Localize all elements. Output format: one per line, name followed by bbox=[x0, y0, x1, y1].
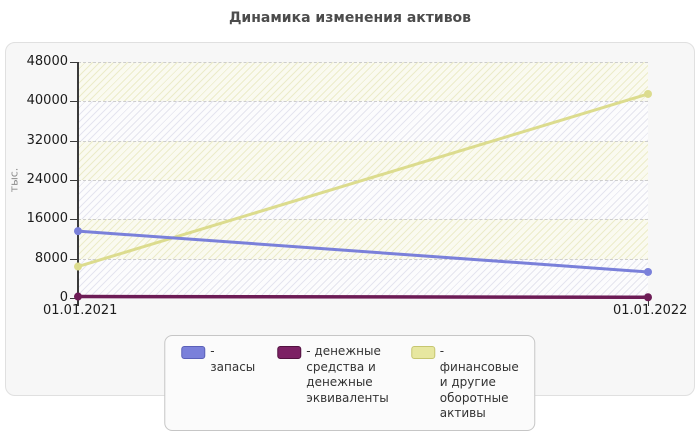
gridline bbox=[78, 62, 648, 63]
gridline bbox=[78, 258, 648, 260]
series-point bbox=[74, 292, 82, 301]
legend-swatch-denezhnye-sredstva bbox=[277, 346, 302, 359]
y-axis-tick bbox=[70, 298, 77, 299]
chart-title: Динамика изменения активов bbox=[228, 10, 472, 26]
y-tick-label: 32000 bbox=[26, 132, 68, 148]
y-axis-tick bbox=[70, 258, 77, 260]
y-axis-unit-label: тыс. bbox=[7, 167, 21, 193]
legend-label: - финансовые и другие оборотные активы bbox=[439, 344, 519, 421]
chart-panel: 48000 40000 32000 24000 16000 8000 0 тыс… bbox=[5, 42, 695, 431]
y-tick-label: 48000 bbox=[26, 54, 68, 69]
legend-label: - денежные средства и денежные эквивален… bbox=[306, 344, 389, 405]
y-axis-line bbox=[77, 62, 79, 306]
series-plot bbox=[74, 89, 652, 302]
y-axis-tick bbox=[70, 219, 77, 221]
y-tick-label: 24000 bbox=[26, 172, 68, 187]
series-point bbox=[644, 267, 652, 276]
series-point bbox=[644, 89, 652, 98]
y-axis-tick bbox=[70, 62, 77, 63]
legend-item-finansovye-aktivy: - финансовые и другие оборотные активы bbox=[410, 344, 519, 422]
x-tick-label: 01.01.2021 bbox=[43, 303, 118, 318]
plot-band bbox=[78, 140, 648, 181]
plot-band bbox=[78, 101, 648, 141]
series-line bbox=[77, 229, 649, 274]
chart-legend: - запасы - денежные средства и денежные … bbox=[164, 335, 536, 431]
gridline bbox=[78, 101, 648, 103]
gridline bbox=[78, 140, 648, 142]
series-point bbox=[74, 227, 82, 236]
legend-item-denezhnye-sredstva: - денежные средства и денежные эквивален… bbox=[277, 344, 389, 406]
legend-swatch-zapasy bbox=[181, 346, 206, 359]
legend-swatch-finansovye-aktivy bbox=[410, 346, 435, 359]
y-tick-label: 8000 bbox=[34, 250, 68, 266]
y-tick-label: 16000 bbox=[26, 211, 68, 227]
gridline bbox=[78, 219, 648, 221]
x-tick-label: 01.01.2022 bbox=[613, 303, 688, 318]
plot-band bbox=[78, 62, 648, 102]
legend-label: - запасы bbox=[210, 344, 256, 374]
series-line bbox=[77, 92, 649, 268]
y-tick-label: 40000 bbox=[26, 93, 68, 109]
plot-area: 48000 40000 32000 24000 16000 8000 0 тыс… bbox=[8, 54, 688, 318]
x-axis-tick bbox=[648, 298, 649, 306]
series-point bbox=[644, 293, 652, 302]
series-line bbox=[77, 294, 649, 300]
y-tick-label: 0 bbox=[59, 290, 68, 305]
plot-band bbox=[78, 180, 648, 220]
legend-item-zapasy: - запасы bbox=[181, 344, 255, 375]
series-point bbox=[74, 262, 82, 271]
y-axis-tick bbox=[70, 140, 77, 142]
y-axis-tick bbox=[70, 101, 77, 103]
y-axis-tick bbox=[70, 180, 77, 181]
